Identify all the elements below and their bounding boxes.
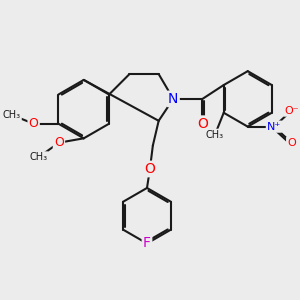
Text: CH₃: CH₃ — [3, 110, 21, 120]
Text: O: O — [29, 117, 39, 130]
Text: O: O — [145, 162, 155, 176]
Text: N⁺: N⁺ — [267, 122, 281, 132]
Text: O: O — [197, 117, 208, 131]
Text: CH₃: CH₃ — [29, 152, 47, 162]
Text: O⁻: O⁻ — [284, 106, 299, 116]
Text: O: O — [287, 138, 296, 148]
Text: CH₃: CH₃ — [206, 130, 224, 140]
Text: O: O — [54, 136, 64, 149]
Text: F: F — [143, 236, 151, 250]
Text: N: N — [168, 92, 178, 106]
